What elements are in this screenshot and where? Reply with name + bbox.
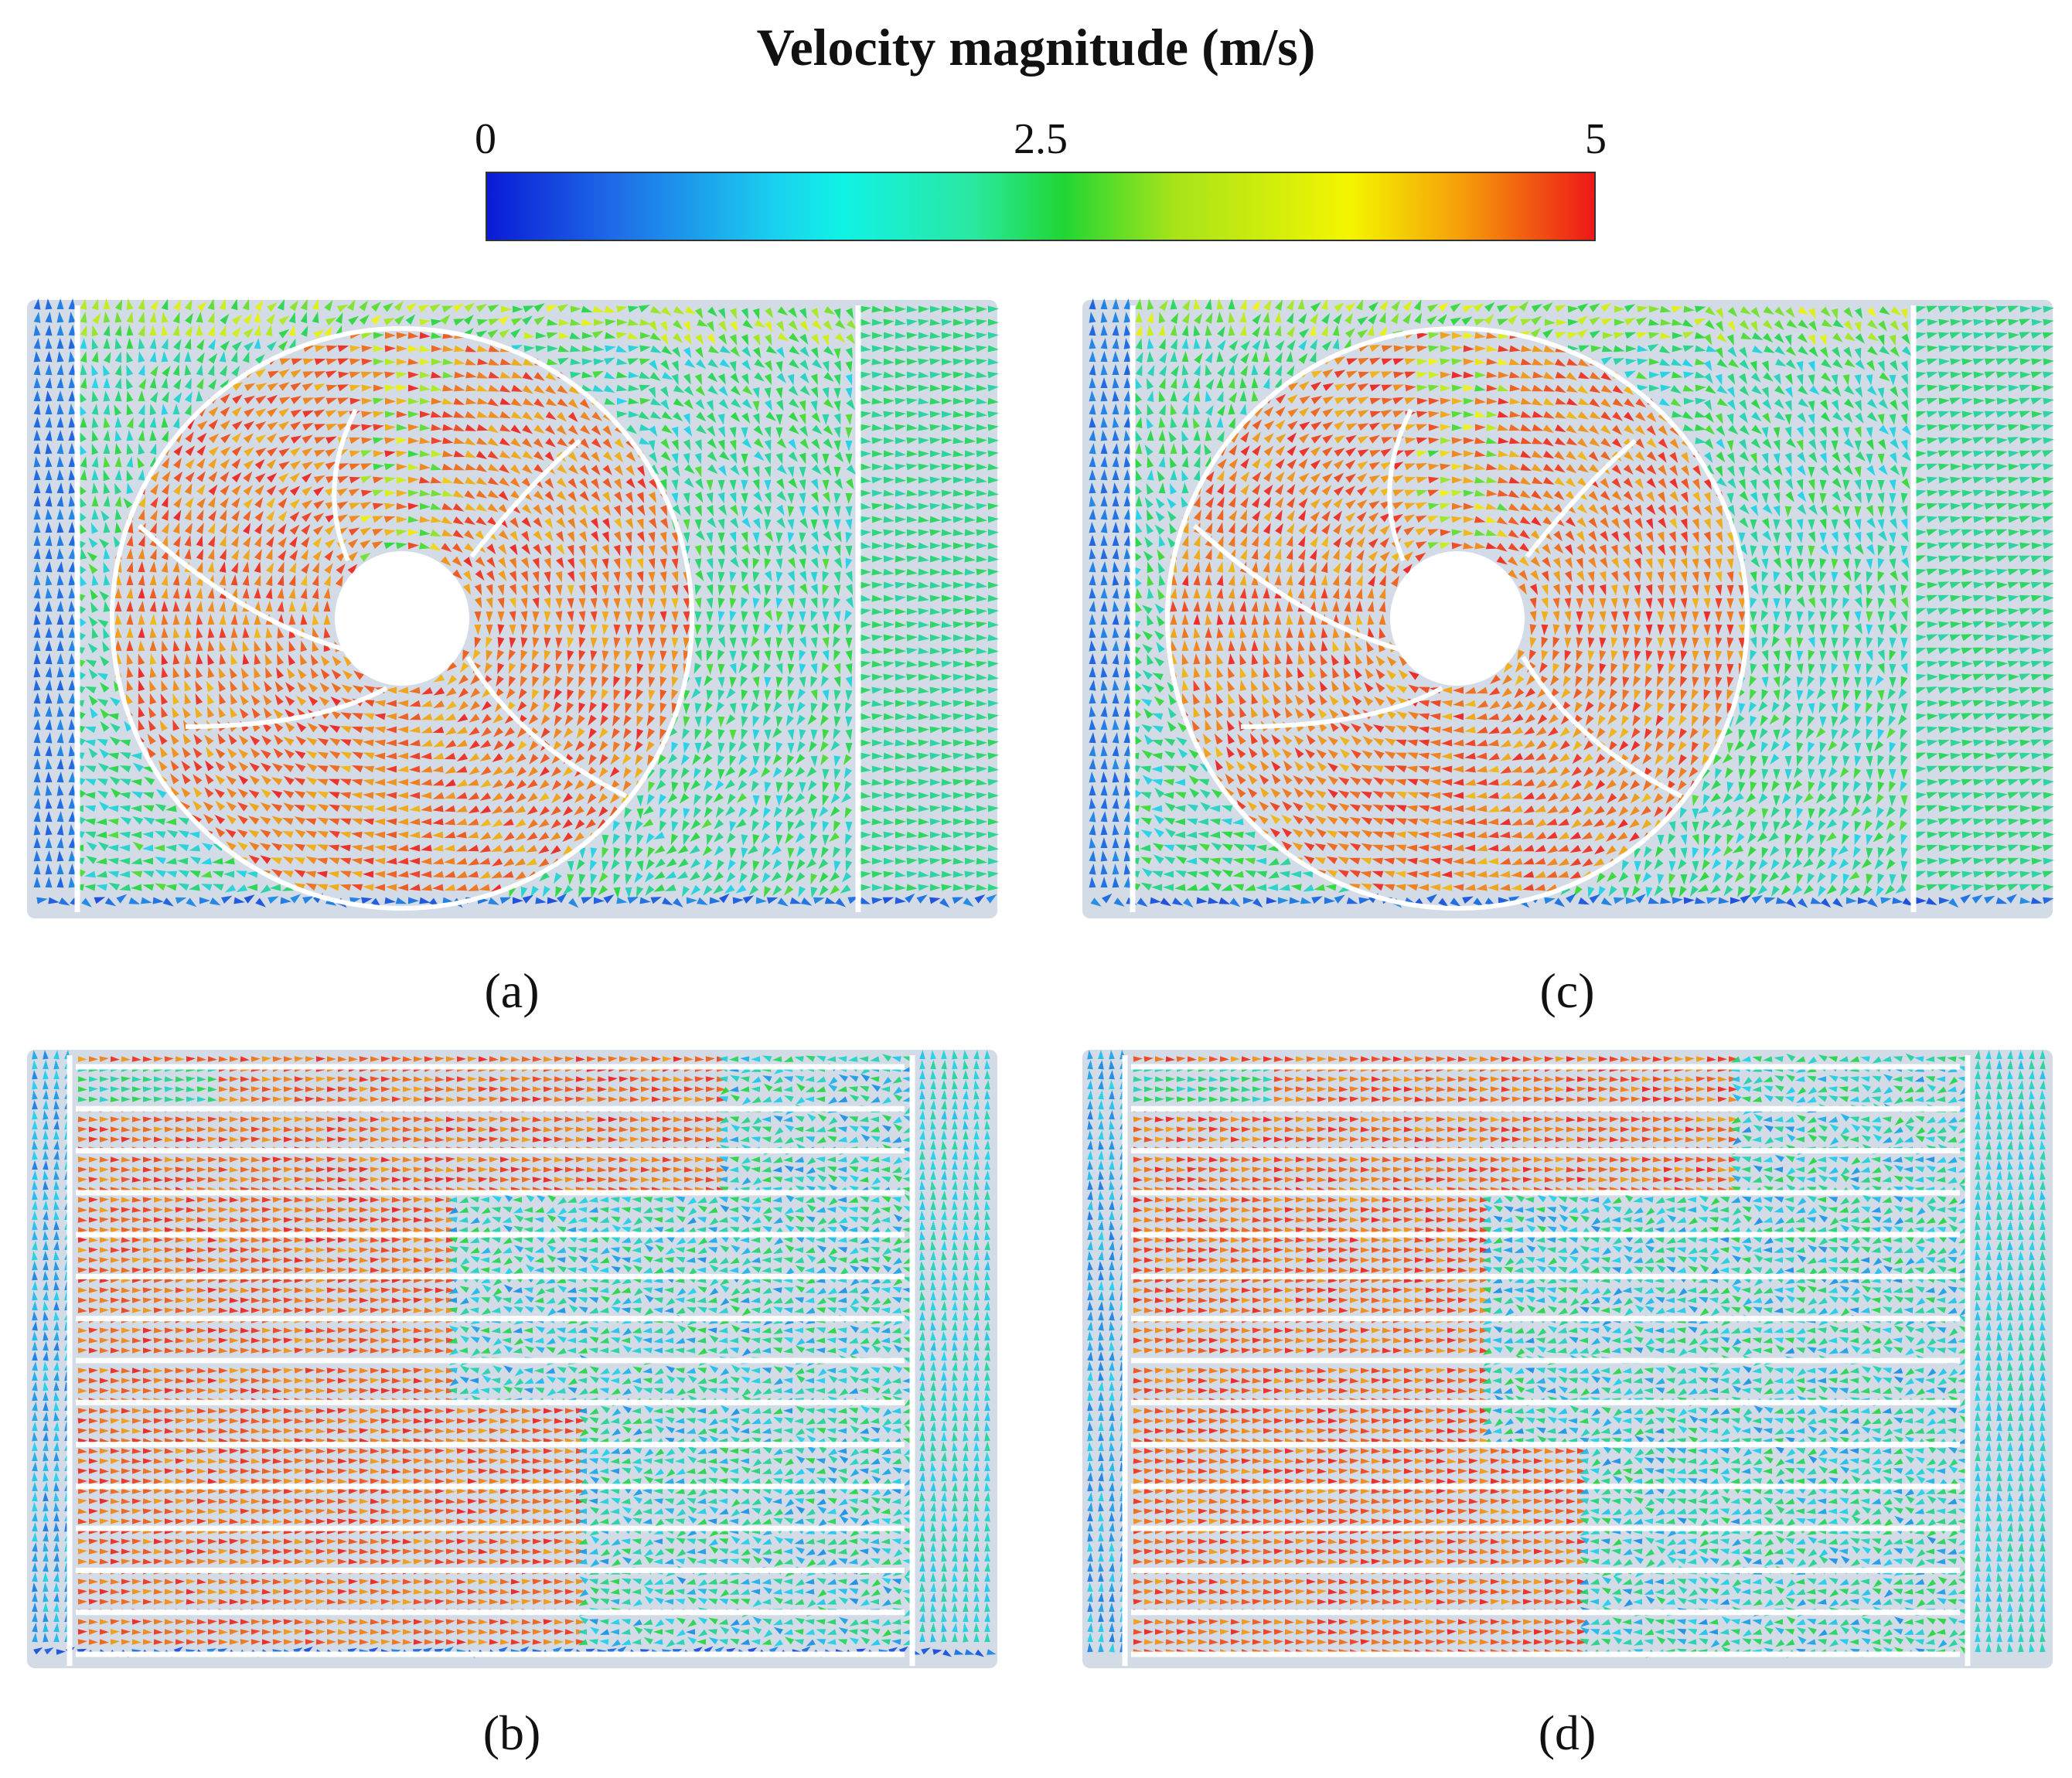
panel-d-plot: [1079, 1044, 2057, 1685]
colorbar-gradient: [486, 172, 1596, 241]
panel-d-svg: [1082, 1050, 2053, 1668]
panel-a-label: (a): [484, 963, 540, 1018]
panel-c-fan-structure: [1130, 305, 1917, 912]
panel-c-svg: [1082, 298, 2054, 918]
colorbar-tick-max: 5: [1585, 115, 1607, 163]
panel-a-svg: [27, 298, 999, 918]
panel-d-vectors: [1087, 1050, 2046, 1658]
panel-b-plot: [23, 1044, 1001, 1685]
panel-c-label: (c): [1539, 963, 1595, 1018]
panel-b-fin-walls: [66, 1055, 915, 1666]
panel-a-plot: [23, 294, 1001, 935]
panel-d-label: (d): [1538, 1705, 1597, 1760]
colorbar-title: Velocity magnitude (m/s): [756, 18, 1316, 77]
colorbar-tick-min: 0: [475, 115, 496, 163]
panel-b-label: (b): [482, 1705, 541, 1760]
panel-a-fan-structure: [74, 305, 861, 912]
panel-c-plot: [1079, 294, 2057, 935]
panel-b-svg: [27, 1050, 997, 1668]
panel-d-fin-walls: [1122, 1055, 1971, 1666]
colorbar-tick-mid: 2.5: [1014, 115, 1068, 163]
